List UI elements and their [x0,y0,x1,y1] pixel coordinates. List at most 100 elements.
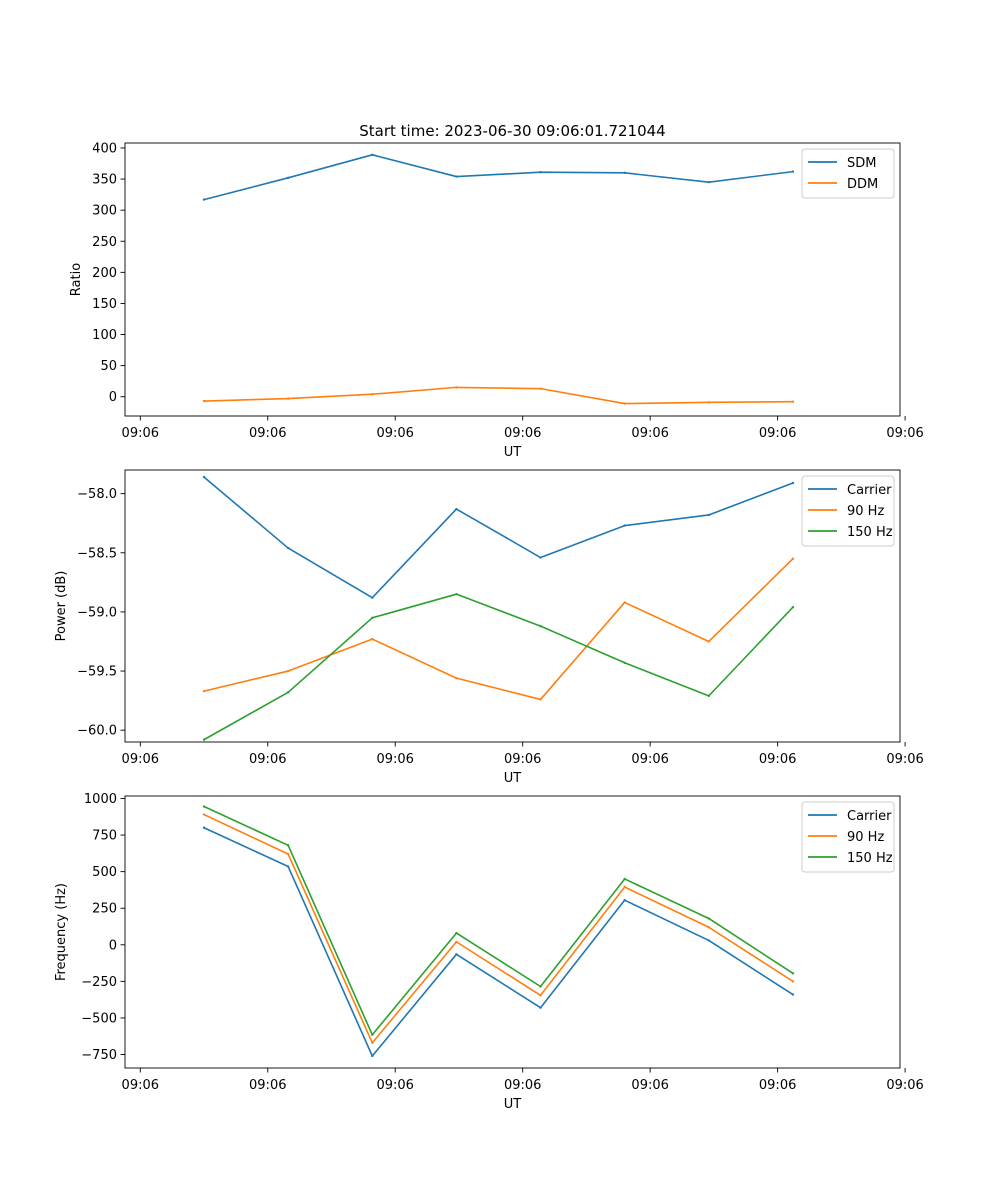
data-point-150-hz [202,738,206,741]
data-point-carrier [791,481,795,485]
data-point-carrier [539,556,542,559]
data-point-150-hz [539,985,542,988]
data-point-90-hz [539,698,542,701]
data-point-90-hz [202,689,206,693]
data-point-sdm [539,171,542,174]
x-tick-label: 09:06 [759,426,796,441]
data-point-ddm [539,387,542,390]
legend-label: 90 Hz [847,504,884,519]
x-tick-label: 09:06 [376,1078,413,1093]
data-point-carrier [371,1054,374,1058]
data-point-ddm [455,386,458,389]
series-line-ddm [204,386,793,405]
y-tick-label: 0 [109,938,117,953]
data-point-90-hz [286,852,290,856]
data-point-carrier [623,524,626,527]
legend: SDM DDM [801,148,895,199]
x-tick-label: 09:06 [759,752,796,767]
data-point-carrier [455,507,458,511]
axes-frame [124,795,901,1069]
x-tick-label: 09:06 [886,426,923,441]
legend: Carrier 90 Hz 150 Hz [801,475,895,547]
data-point-150-hz [286,844,290,847]
data-point-150-hz [455,592,458,596]
legend-label: 90 Hz [847,830,884,845]
data-point-90-hz [202,813,206,816]
figure-title: Start time: 2023-06-30 09:06:01.721044 [359,122,665,140]
y-tick-label: −59.0 [77,605,117,620]
y-axis-label: Frequency (Hz) [54,883,69,981]
y-tick-label: 1000 [84,792,117,807]
series-line-150-hz [203,593,794,741]
series-line-sdm [203,154,794,201]
x-tick-label: 09:06 [631,426,668,441]
data-point-carrier [286,546,290,550]
legend-label: 150 Hz [847,851,893,866]
data-point-carrier [202,475,206,479]
data-point-150-hz [202,805,206,808]
x-tick-label: 09:06 [249,752,286,767]
data-point-150-hz [623,661,626,664]
legend-box [801,801,895,873]
x-tick-label: 09:06 [249,426,286,441]
y-tick-label: −58.0 [77,487,117,502]
data-point-sdm [371,153,374,157]
data-point-150-hz [707,694,710,698]
y-tick-label: 250 [92,902,117,917]
x-tick-label: 09:06 [886,752,923,767]
axes-frame [124,469,901,743]
legend-label: Carrier [847,483,892,498]
data-point-90-hz [371,637,374,641]
data-point-150-hz [623,877,626,881]
x-tick-label: 09:06 [631,1078,668,1093]
data-point-ddm [371,393,374,396]
y-tick-label: −60.0 [77,724,117,739]
x-tick-label: 09:06 [886,1078,923,1093]
y-tick-label: 0 [109,390,117,405]
data-point-ddm [791,400,795,403]
data-point-carrier [707,513,710,517]
chart-panel-2: 09:0609:0609:0609:0609:0609:0609:0609:07… [54,469,924,786]
series-line-90-hz [203,558,794,701]
y-axis-label: Ratio [69,263,84,296]
x-tick-label: 09:06 [504,1078,541,1093]
legend-label: SDM [847,156,876,171]
data-point-150-hz [286,691,290,694]
data-point-90-hz [707,640,710,643]
data-point-carrier [539,1006,542,1009]
x-tick-label: 09:06 [376,426,413,441]
data-point-90-hz [623,885,626,889]
data-point-90-hz [286,669,290,673]
data-point-ddm [286,397,290,400]
y-tick-label: −500 [81,1011,117,1026]
legend-box [801,475,895,547]
x-tick-label: 09:06 [122,1078,159,1093]
data-point-carrier [286,865,290,868]
data-point-90-hz [455,940,458,944]
x-tick-label: 09:06 [376,752,413,767]
series-line-carrier [203,827,794,1057]
data-point-90-hz [707,926,710,929]
y-tick-label: −750 [81,1048,117,1063]
data-point-150-hz [539,624,542,628]
x-tick-label: 09:06 [759,1078,796,1093]
data-point-carrier [371,596,374,599]
x-tick-label: 09:06 [249,1078,286,1093]
data-point-150-hz [791,972,795,975]
y-tick-label: 50 [100,359,117,374]
y-tick-label: 150 [92,297,117,312]
data-point-sdm [707,180,710,184]
data-point-carrier [623,898,626,902]
y-tick-label: −59.5 [77,665,117,680]
data-point-carrier [707,939,710,942]
data-point-150-hz [371,616,374,620]
data-point-sdm [623,171,626,175]
data-point-ddm [707,401,710,404]
chart-panel-3: 09:0609:0609:0609:0609:0609:0609:0609:07… [54,792,924,1112]
data-point-90-hz [623,601,626,604]
x-axis-label: UT [504,771,522,786]
x-tick-label: 09:06 [504,752,541,767]
data-point-150-hz [371,1033,374,1036]
y-tick-label: 500 [92,865,117,880]
